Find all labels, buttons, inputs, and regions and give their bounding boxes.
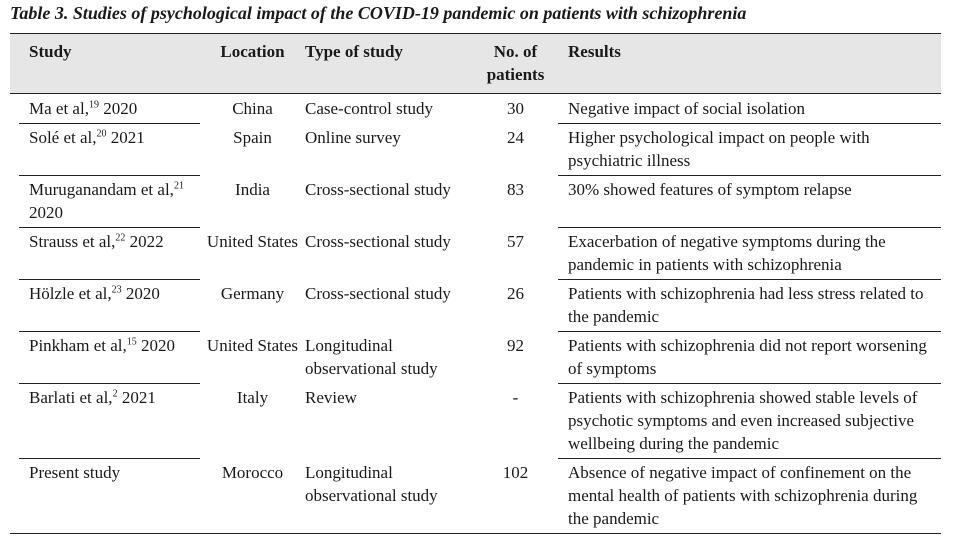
row-divider [19, 278, 200, 280]
cell-type: Longitudinal observational study [305, 336, 438, 378]
table-row: Strauss et al,22 2022 United States Cros… [10, 227, 941, 279]
cell-results: Patients with schizophrenia showed stabl… [568, 388, 918, 453]
cell-num-patients: 30 [507, 99, 524, 118]
cell-type: Review [305, 388, 357, 407]
row-divider [558, 278, 941, 280]
row-divider [19, 226, 200, 228]
table-row: Ma et al,19 2020 China Case-control stud… [10, 94, 941, 124]
row-divider [558, 330, 941, 332]
cell-type: Case-control study [305, 99, 433, 118]
cell-location: Germany [220, 284, 285, 303]
study-year: 2020 [29, 203, 63, 222]
study-name: Muruganandam et al, [29, 180, 174, 199]
study-year: 2021 [106, 128, 145, 147]
cell-location: United States [206, 232, 299, 251]
row-divider [19, 174, 200, 176]
cell-results: Higher psychological impact on people wi… [568, 128, 870, 170]
header-num-line2: patients [486, 65, 545, 84]
cell-num-patients: 57 [507, 232, 524, 251]
cell-num-patients: 102 [475, 458, 556, 534]
cell-location: India [235, 180, 270, 199]
row-divider [558, 382, 941, 384]
cell-study: Ma et al,19 2020 [10, 94, 204, 124]
reference-number: 22 [115, 232, 126, 244]
cell-location: Italy [236, 388, 269, 407]
header-number-of-patients: No. of patients [475, 33, 556, 94]
study-year: 2020 [136, 336, 175, 355]
table-row: Solé et al,20 2021 Spain Online survey 2… [10, 123, 941, 175]
cell-type: Cross-sectional study [305, 284, 451, 303]
cell-study: Muruganandam et al,21 2020 [10, 175, 204, 227]
header-results: Results [556, 33, 941, 94]
cell-num-patients: 24 [507, 128, 524, 147]
reference-number: 20 [96, 128, 107, 140]
cell-type: Longitudinal observational study [301, 458, 475, 534]
study-name: Solé et al, [29, 128, 97, 147]
cell-location: United States [206, 336, 299, 355]
study-name: Hölzle et al, [29, 284, 112, 303]
row-divider [19, 330, 200, 332]
studies-table: Study Location Type of study No. of pati… [10, 33, 941, 534]
row-divider [558, 174, 941, 176]
study-year: 2020 [98, 99, 138, 118]
study-name: Ma et al, [29, 99, 89, 118]
header-study: Study [10, 33, 204, 94]
table-row: Muruganandam et al,21 2020 India Cross-s… [10, 175, 941, 227]
table-row: Hölzle et al,23 2020 Germany Cross-secti… [10, 279, 941, 331]
cell-location: Morocco [204, 458, 301, 534]
row-divider [19, 122, 200, 124]
cell-results: Patients with schizophrenia did not repo… [568, 336, 927, 378]
table-row: Barlati et al,2 2021 Italy Review - Pati… [10, 383, 941, 458]
row-divider [558, 226, 941, 228]
cell-study: Strauss et al,22 2022 [10, 227, 204, 279]
cell-location: Spain [233, 128, 272, 147]
cell-num-patients: 26 [507, 284, 524, 303]
study-year: 2021 [117, 388, 156, 407]
study-year: 2022 [125, 232, 164, 251]
row-divider [558, 457, 941, 459]
study-name: Present study [29, 463, 121, 482]
study-name: Strauss et al, [29, 232, 116, 251]
cell-results: Patients with schizophrenia had less str… [568, 284, 924, 326]
row-divider [19, 457, 200, 459]
header-location: Location [204, 33, 301, 94]
cell-study: Barlati et al,2 2021 [10, 383, 204, 458]
reference-number: 15 [126, 336, 137, 348]
cell-study: Present study [10, 458, 204, 534]
cell-study: Hölzle et al,23 2020 [10, 279, 204, 331]
table-caption: Table 3. Studies of psychological impact… [10, 3, 747, 23]
cell-type: Cross-sectional study [305, 232, 451, 251]
cell-num-patients: 92 [507, 336, 524, 355]
row-divider [558, 122, 941, 124]
cell-num-patients: - [512, 388, 519, 407]
cell-study: Pinkham et al,15 2020 [10, 331, 204, 383]
table-header-row: Study Location Type of study No. of pati… [10, 33, 941, 94]
header-num-line1: No. of [493, 42, 538, 61]
reference-number: 21 [173, 180, 184, 192]
cell-num-patients: 83 [507, 180, 524, 199]
cell-location: China [232, 99, 273, 118]
row-divider [19, 382, 200, 384]
cell-study: Solé et al,20 2021 [10, 123, 204, 175]
cell-results: Absence of negative impact of confinemen… [556, 458, 941, 534]
table-row: Present study Morocco Longitudinal obser… [10, 458, 941, 534]
study-name: Barlati et al, [29, 388, 113, 407]
reference-number: 19 [88, 99, 99, 111]
cell-type: Online survey [305, 128, 401, 147]
cell-type: Cross-sectional study [305, 180, 451, 199]
cell-results: Negative impact of social isolation [568, 99, 805, 118]
reference-number: 2 [112, 388, 118, 400]
cell-results: 30% showed features of symptom relapse [568, 180, 852, 199]
header-type-of-study: Type of study [301, 33, 475, 94]
cell-results: Exacerbation of negative symptoms during… [568, 232, 886, 274]
table-row: Pinkham et al,15 2020 United States Long… [10, 331, 941, 383]
study-year: 2020 [121, 284, 160, 303]
reference-number: 23 [111, 284, 122, 296]
study-name: Pinkham et al, [29, 336, 127, 355]
